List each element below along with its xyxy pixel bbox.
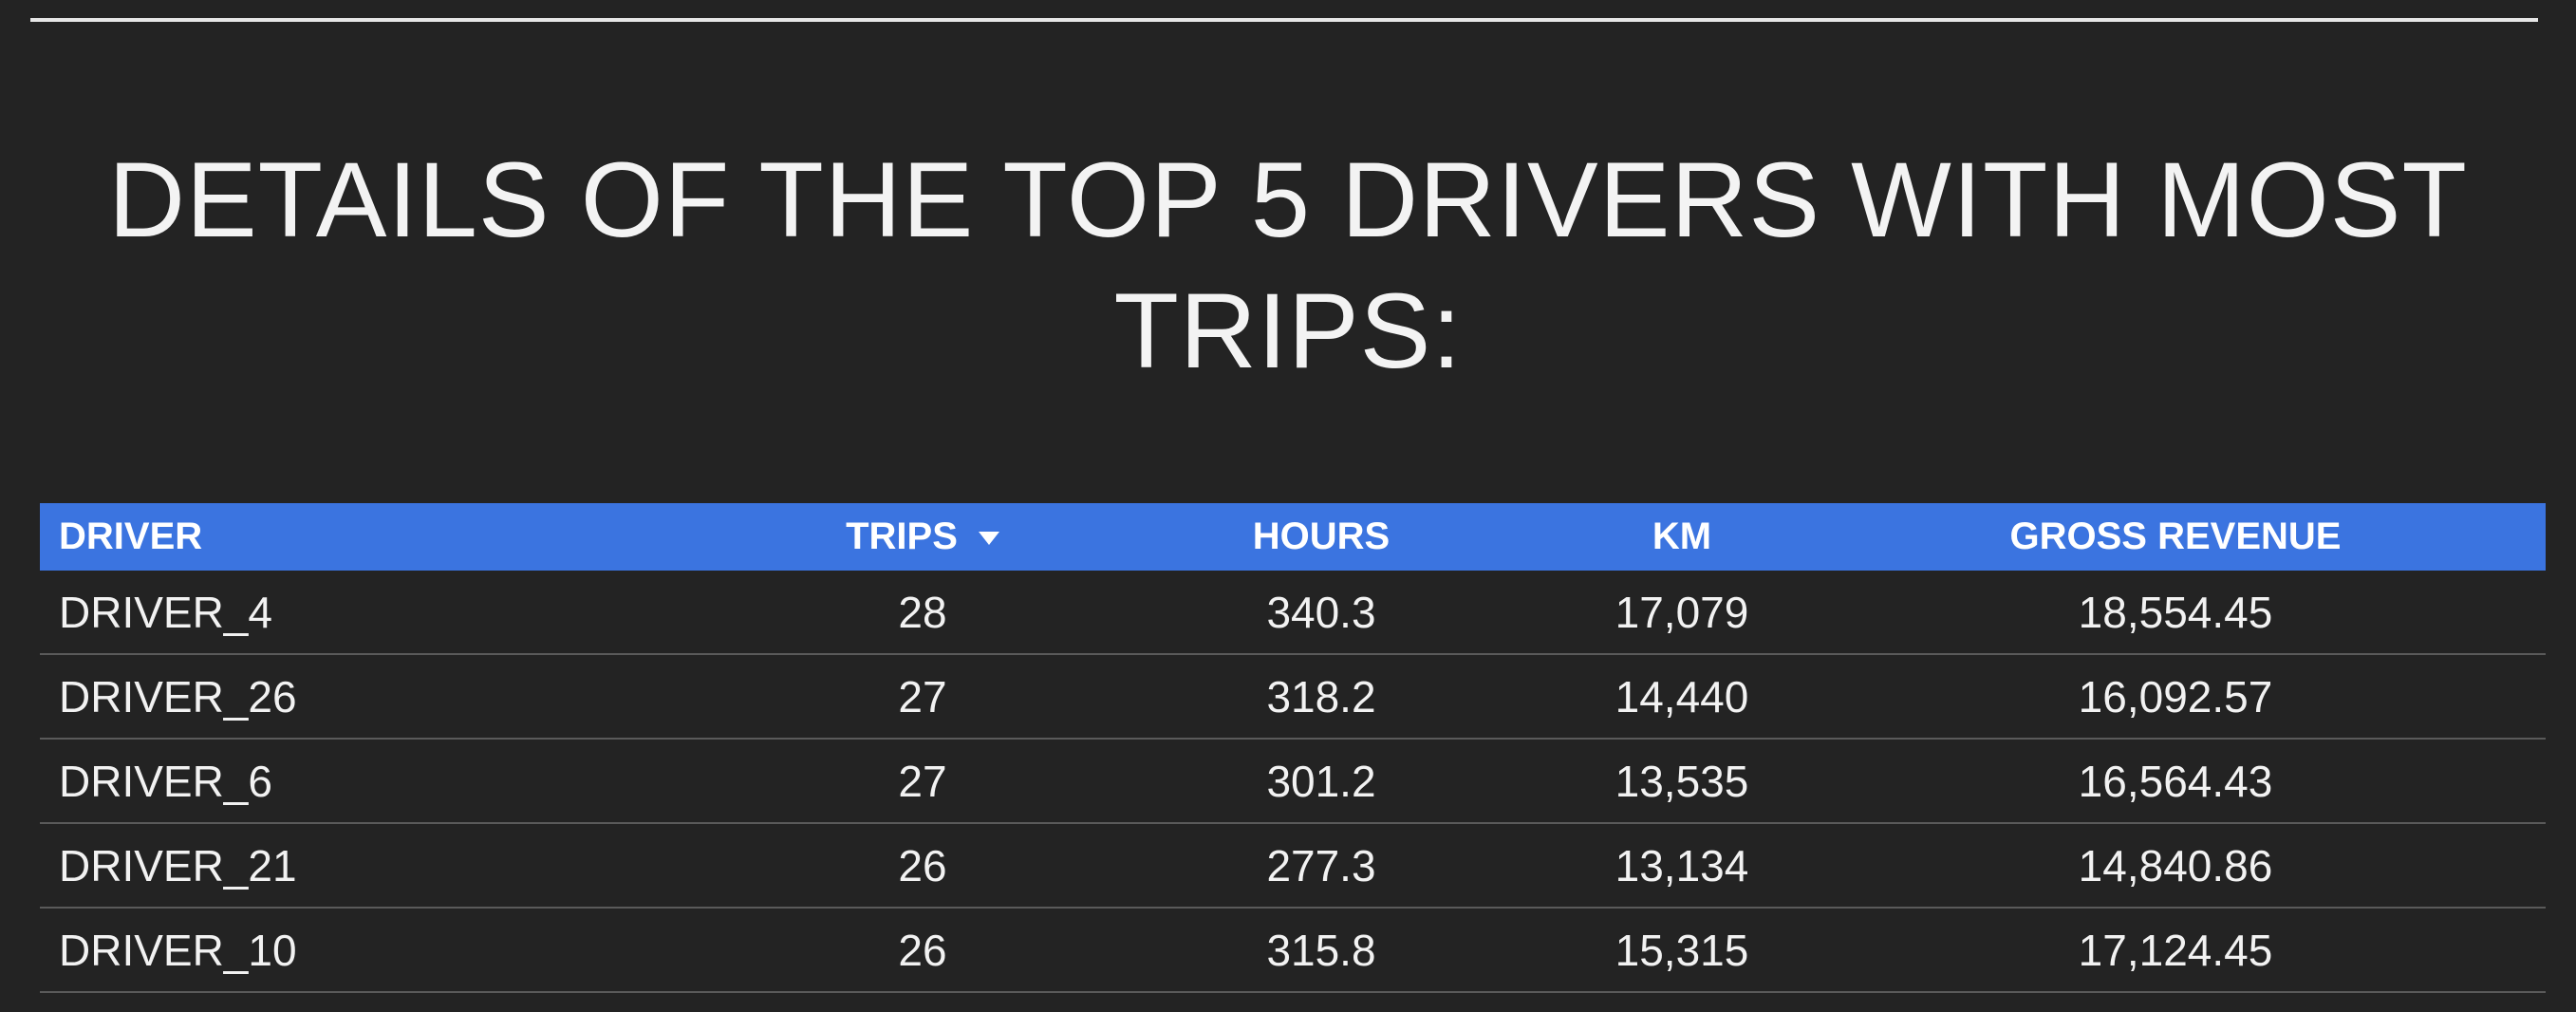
cell-hours: 340.3 — [1266, 587, 1376, 637]
cell-driver: DRIVER_21 — [59, 840, 297, 890]
cell-gross-revenue: 14,840.86 — [2078, 840, 2273, 890]
cell-hours: 301.2 — [1266, 756, 1376, 806]
column-header-label: HOURS — [1252, 515, 1391, 557]
cell-km: 17,079 — [1615, 587, 1749, 637]
column-header-trips[interactable]: TRIPS — [742, 503, 1103, 571]
cell-km: 15,315 — [1615, 925, 1749, 975]
cell-trips: 27 — [898, 756, 947, 806]
table-row: DRIVER_10 26 315.8 15,315 17,124.45 — [40, 909, 2546, 993]
cell-driver: DRIVER_26 — [59, 671, 297, 722]
cell-km: 14,440 — [1615, 671, 1749, 722]
table-row: DRIVER_4 28 340.3 17,079 18,554.45 — [40, 571, 2546, 655]
page-title: DETAILS OF THE TOP 5 DRIVERS WITH MOST T… — [108, 141, 2468, 390]
column-header-label: GROSS REVENUE — [2009, 515, 2342, 557]
cell-km: 13,535 — [1615, 756, 1749, 806]
column-header-gross-revenue[interactable]: GROSS REVENUE — [1938, 503, 2413, 571]
cell-gross-revenue: 16,092.57 — [2078, 671, 2273, 722]
cell-gross-revenue: 18,554.45 — [2078, 587, 2273, 637]
cell-driver: DRIVER_4 — [59, 587, 272, 637]
cell-hours: 277.3 — [1266, 840, 1376, 890]
cell-driver: DRIVER_10 — [59, 925, 297, 975]
table-row: DRIVER_26 27 318.2 14,440 16,092.57 — [40, 655, 2546, 740]
cell-km: 13,134 — [1615, 840, 1749, 890]
table-row: DRIVER_6 27 301.2 13,535 16,564.43 — [40, 740, 2546, 824]
cell-trips: 26 — [898, 925, 947, 975]
column-header-label: KM — [1652, 515, 1712, 557]
cell-gross-revenue: 16,564.43 — [2078, 756, 2273, 806]
top-divider — [30, 18, 2538, 22]
cell-hours: 315.8 — [1266, 925, 1376, 975]
sort-descending-icon — [978, 531, 999, 545]
column-header-hours[interactable]: HOURS — [1141, 503, 1502, 571]
cell-gross-revenue: 17,124.45 — [2078, 925, 2273, 975]
column-header-label: DRIVER — [59, 515, 203, 557]
cell-trips: 28 — [898, 587, 947, 637]
cell-trips: 26 — [898, 840, 947, 890]
cell-hours: 318.2 — [1266, 671, 1376, 722]
column-header-driver[interactable]: DRIVER — [59, 503, 202, 571]
table-row: DRIVER_21 26 277.3 13,134 14,840.86 — [40, 824, 2546, 909]
drivers-table: DRIVER TRIPS HOURS KM GROSS REVENUE DRIV… — [40, 503, 2546, 993]
column-header-km[interactable]: KM — [1502, 503, 1862, 571]
column-header-label: TRIPS — [846, 515, 958, 557]
table-header: DRIVER TRIPS HOURS KM GROSS REVENUE — [40, 503, 2546, 571]
cell-driver: DRIVER_6 — [59, 756, 272, 806]
cell-trips: 27 — [898, 671, 947, 722]
